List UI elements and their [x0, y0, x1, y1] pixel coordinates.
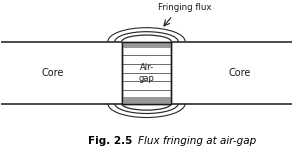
- Bar: [122, 42, 171, 48]
- Text: Core: Core: [229, 68, 251, 78]
- Bar: [122, 97, 171, 104]
- Text: Fig. 2.5    Flux fringing at air-gap: Fig. 2.5 Flux fringing at air-gap: [0, 151, 1, 152]
- Bar: [122, 42, 171, 104]
- Bar: [122, 42, 171, 104]
- Text: Core: Core: [42, 68, 64, 78]
- Text: Air-
gap: Air- gap: [139, 62, 154, 83]
- Text: Flux fringing at air-gap: Flux fringing at air-gap: [138, 136, 256, 146]
- Text: Fringing flux: Fringing flux: [158, 3, 211, 12]
- Text: Fig. 2.5: Fig. 2.5: [88, 136, 132, 146]
